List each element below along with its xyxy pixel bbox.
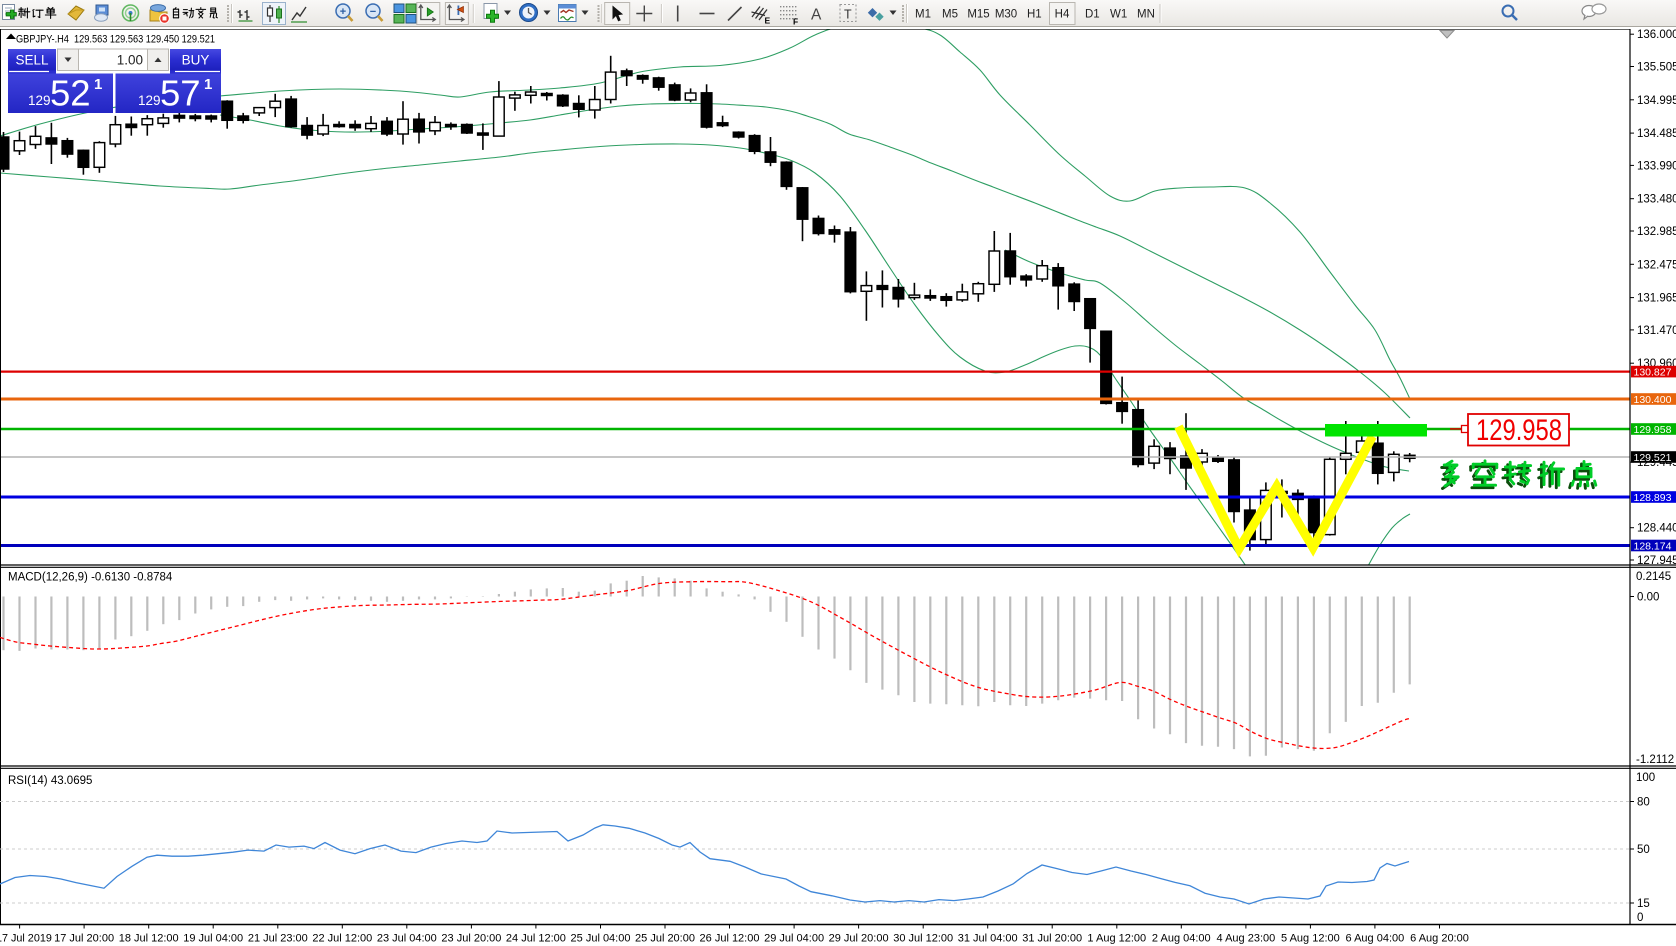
svg-text:-1.2112: -1.2112 [1636,754,1674,766]
svg-text:0: 0 [1637,912,1643,924]
svg-text:127.945: 127.945 [1637,555,1676,567]
svg-text:H1: H1 [1027,9,1042,21]
svg-text:130.827: 130.827 [1634,367,1672,379]
svg-text:128.893: 128.893 [1634,492,1672,504]
svg-text:128.440: 128.440 [1637,523,1676,535]
svg-text:W1: W1 [1110,9,1127,21]
svg-text:133.990: 133.990 [1637,160,1676,172]
svg-text:131.470: 131.470 [1637,325,1676,337]
svg-text:22 Jul 12:00: 22 Jul 12:00 [312,933,372,945]
svg-text:134.485: 134.485 [1637,128,1676,140]
svg-text:50: 50 [1637,844,1650,856]
svg-text:129.958: 129.958 [1476,414,1562,447]
svg-text:17 Jul 20:00: 17 Jul 20:00 [54,933,114,945]
svg-text:19 Jul 04:00: 19 Jul 04:00 [183,933,243,945]
svg-text:D1: D1 [1085,9,1100,21]
svg-text:A: A [811,7,822,24]
svg-text:80: 80 [1637,797,1650,809]
svg-text:24 Jul 12:00: 24 Jul 12:00 [506,933,566,945]
svg-text:4 Aug 23:00: 4 Aug 23:00 [1217,933,1276,945]
svg-text:132.985: 132.985 [1637,226,1676,238]
svg-text:F: F [793,17,798,27]
svg-text:131.965: 131.965 [1637,293,1676,305]
svg-text:M30: M30 [995,9,1017,21]
svg-text:31 Jul 04:00: 31 Jul 04:00 [958,933,1018,945]
svg-text:129.521: 129.521 [1634,452,1672,464]
svg-text:T: T [844,8,852,22]
svg-text:31 Jul 20:00: 31 Jul 20:00 [1022,933,1082,945]
svg-text:29 Jul 20:00: 29 Jul 20:00 [829,933,889,945]
svg-text:E: E [765,16,771,26]
svg-text:130.400: 130.400 [1634,394,1672,406]
svg-text:136.000: 136.000 [1637,29,1676,41]
svg-text:129.958: 129.958 [1634,424,1672,436]
svg-text:H4: H4 [1055,9,1070,21]
svg-text:135.505: 135.505 [1637,62,1676,74]
svg-text:25 Jul 20:00: 25 Jul 20:00 [635,933,695,945]
svg-text:MN: MN [1137,9,1155,21]
svg-text:−: − [370,6,376,18]
svg-text:134.995: 134.995 [1637,95,1676,107]
svg-text:0.2145: 0.2145 [1636,571,1671,583]
svg-text:0.00: 0.00 [1637,592,1659,604]
svg-text:6 Aug 20:00: 6 Aug 20:00 [1410,933,1469,945]
svg-text:2 Aug 04:00: 2 Aug 04:00 [1152,933,1211,945]
svg-text:+: + [340,6,346,18]
svg-text:M15: M15 [967,9,989,21]
svg-text:132.475: 132.475 [1637,259,1676,271]
svg-text:23 Jul 20:00: 23 Jul 20:00 [441,933,501,945]
svg-text:100: 100 [1636,772,1655,784]
svg-text:MACD(12,26,9) -0.6130 -0.8784: MACD(12,26,9) -0.6130 -0.8784 [8,572,173,584]
svg-text:17 Jul 2019: 17 Jul 2019 [0,933,52,945]
svg-text:26 Jul 12:00: 26 Jul 12:00 [700,933,760,945]
svg-text:133.480: 133.480 [1637,194,1676,206]
svg-text:25 Jul 04:00: 25 Jul 04:00 [571,933,631,945]
svg-text:M1: M1 [915,9,931,21]
svg-text:5 Aug 12:00: 5 Aug 12:00 [1281,933,1340,945]
svg-text:1 Aug 12:00: 1 Aug 12:00 [1087,933,1146,945]
svg-text:29 Jul 04:00: 29 Jul 04:00 [764,933,824,945]
svg-text:23 Jul 04:00: 23 Jul 04:00 [377,933,437,945]
svg-text:128.174: 128.174 [1634,541,1672,553]
svg-text:18 Jul 12:00: 18 Jul 12:00 [119,933,179,945]
svg-text:M5: M5 [942,9,958,21]
svg-text:15: 15 [1637,898,1650,910]
svg-text:RSI(14) 43.0695: RSI(14) 43.0695 [8,775,92,787]
svg-text:6 Aug 04:00: 6 Aug 04:00 [1346,933,1405,945]
svg-text:21 Jul 23:00: 21 Jul 23:00 [248,933,308,945]
svg-text:30 Jul 12:00: 30 Jul 12:00 [893,933,953,945]
